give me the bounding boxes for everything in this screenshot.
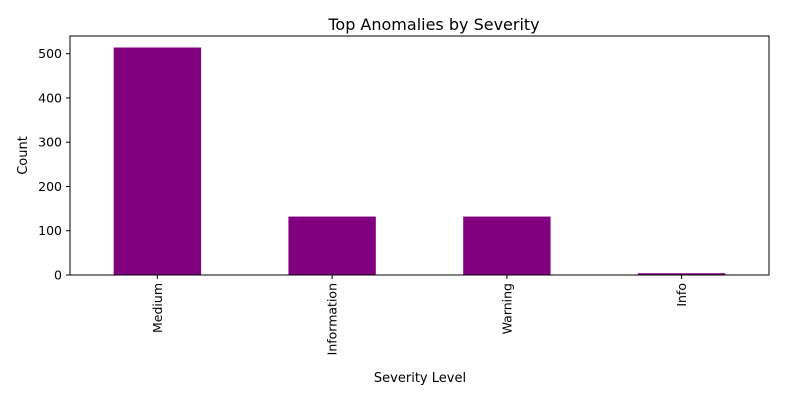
x-tick-label: Medium xyxy=(150,283,165,333)
plot-area-frame xyxy=(69,35,770,276)
bars-group xyxy=(113,47,726,275)
x-tick-label: Information xyxy=(325,283,340,355)
x-axis-ticks: Medium Information Warning Info xyxy=(150,275,689,355)
bar-warning xyxy=(463,216,551,275)
y-axis-ticks: 0 100 200 300 400 500 xyxy=(38,46,70,283)
y-tick-label: 300 xyxy=(38,135,62,150)
chart-title: Top Anomalies by Severity xyxy=(327,15,539,34)
x-tick-label: Info xyxy=(674,283,689,307)
y-tick-label: 200 xyxy=(38,179,62,194)
y-tick-label: 0 xyxy=(54,268,62,283)
y-tick-label: 500 xyxy=(38,46,62,61)
bar-info xyxy=(637,273,726,275)
x-tick-label: Warning xyxy=(499,283,514,334)
bar-medium xyxy=(113,47,202,275)
bar-information xyxy=(288,216,376,275)
y-axis-label: Count xyxy=(16,136,31,175)
y-tick-label: 100 xyxy=(38,223,62,238)
y-tick-label: 400 xyxy=(38,90,62,105)
x-axis-label: Severity Level xyxy=(374,371,466,386)
